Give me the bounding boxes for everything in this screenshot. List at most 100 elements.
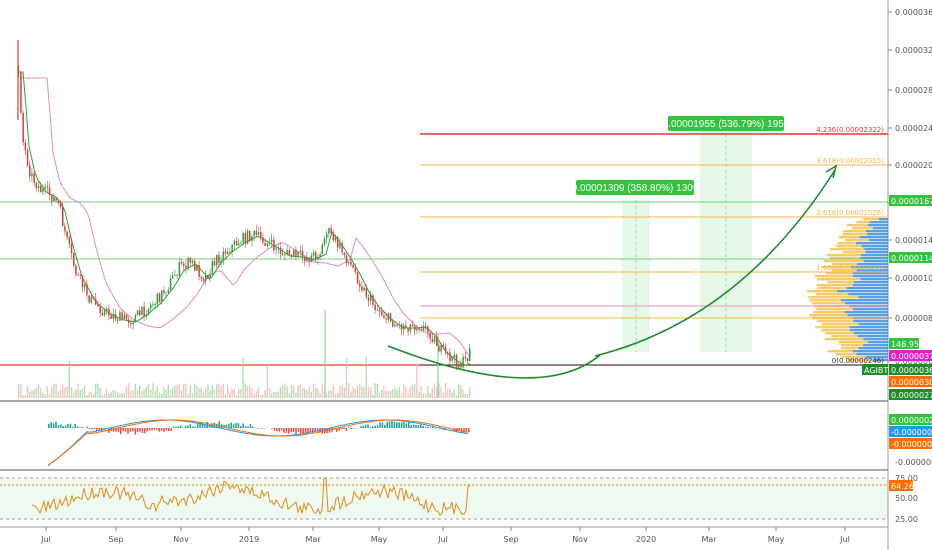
volume-bar — [200, 387, 202, 398]
volume-bar — [222, 383, 224, 398]
volume-bar — [46, 386, 48, 398]
macd-tag — [889, 426, 932, 437]
rsi-panel — [0, 477, 888, 520]
candle-body — [352, 264, 354, 268]
volume-profile-sell — [852, 227, 873, 230]
volume-profile-buy — [864, 248, 888, 251]
price-tags: 0.00000020 -0.00000021 -0.00000041 64.26 0.0… — [862, 195, 932, 491]
volume-bar — [180, 390, 183, 398]
candle-body — [62, 207, 64, 227]
volume-bar — [224, 394, 227, 398]
volume-profile-sell — [838, 236, 860, 239]
volume-profile-sell — [809, 314, 848, 317]
volume-bar — [114, 390, 117, 398]
volume-profile-sell — [816, 308, 853, 311]
volume-profile-buy — [836, 290, 888, 293]
price-tag-label: 0.00001674 — [891, 197, 932, 206]
macd-histogram-bar — [249, 424, 252, 428]
macd-histogram-bar — [132, 428, 134, 432]
volume-profile-buy — [863, 344, 888, 347]
candle-body — [381, 311, 383, 316]
volume-profile-buy — [844, 302, 888, 305]
moving-average-slow — [20, 77, 471, 359]
candle-body — [218, 255, 220, 264]
volume-bar — [143, 389, 145, 398]
candle-body — [290, 254, 293, 257]
fib-label: 0(0.00000246) — [832, 357, 884, 365]
volume-profile — [807, 218, 888, 362]
macd-histogram-bar — [201, 422, 204, 428]
volume-bar — [169, 389, 172, 398]
macd-histogram-bar — [122, 428, 124, 432]
volume-bar — [231, 388, 233, 398]
volume-profile-sell — [842, 230, 867, 233]
volume-profile-buy — [858, 296, 888, 299]
volume-profile-sell — [812, 311, 845, 314]
macd-histogram-bar — [292, 428, 295, 432]
volume-bar — [51, 386, 53, 398]
candle-body — [40, 186, 42, 193]
volume-bar — [288, 393, 290, 398]
macd-histogram-bar — [420, 424, 422, 428]
candle-body — [152, 304, 154, 306]
candle-body — [37, 186, 40, 189]
volume-bar — [103, 393, 106, 398]
volume-bar — [66, 386, 68, 398]
candle-body — [161, 290, 163, 303]
annotations: 0.00001955 (536.79%) 1955 0.00001309 (358… — [572, 116, 790, 195]
percent-tag — [889, 338, 919, 349]
candle-body — [108, 308, 110, 316]
volume-bar — [59, 390, 62, 398]
candle-body — [394, 324, 396, 327]
volume-bar — [429, 393, 431, 398]
macd-histogram-bar — [391, 421, 393, 428]
candle-body — [334, 236, 337, 241]
volume-profile-sell — [821, 329, 850, 332]
volume-profile-buy — [860, 254, 888, 257]
volume-bar — [141, 390, 143, 398]
candle-body — [26, 150, 29, 166]
volume-profile-buy — [865, 356, 888, 359]
arrow-head — [825, 164, 838, 179]
volume-bar — [469, 387, 471, 398]
symbol-tag — [862, 364, 888, 375]
price-tag — [889, 364, 932, 375]
candle-body — [24, 142, 27, 151]
candle-body — [407, 327, 409, 332]
candle-body — [209, 273, 211, 279]
volume-profile-sell — [823, 260, 864, 263]
volume-bar — [163, 387, 165, 398]
price-tag-label: 0.00001146 — [891, 254, 932, 263]
time-tick-label: Nov — [173, 535, 189, 544]
time-tick-label: 2019 — [239, 535, 259, 544]
macd-histogram-bar — [96, 428, 98, 431]
time-tick-label: May — [768, 535, 785, 544]
volume-profile-buy — [860, 257, 888, 260]
rsi-tag-label: 64.26 — [891, 482, 914, 491]
candle-body — [64, 226, 66, 232]
macd-histogram-bar — [79, 427, 81, 428]
candle-body — [293, 249, 295, 257]
macd-histogram-bar — [86, 426, 88, 428]
volume-bar — [172, 387, 174, 398]
macd-histogram-bar — [288, 428, 290, 434]
macd-histogram-bar — [331, 428, 333, 432]
macd-histogram-bar — [468, 428, 470, 433]
macd-histogram-bar — [384, 424, 386, 428]
candle-body — [73, 253, 75, 266]
volume-bar — [337, 392, 339, 398]
volume-profile-sell — [841, 347, 859, 350]
candle-body — [271, 239, 273, 243]
candle-body — [255, 230, 258, 236]
candle-body — [84, 284, 86, 288]
macd-histogram-bar — [228, 423, 230, 428]
volume-profile-buy — [868, 341, 888, 344]
signal-line — [47, 419, 469, 466]
candle-body — [106, 308, 108, 311]
candle-body — [326, 233, 328, 238]
volume-bar — [275, 391, 277, 398]
volume-bar — [301, 388, 304, 398]
time-tick-label: 2020 — [636, 535, 656, 544]
macd-histogram-bar — [278, 428, 280, 432]
